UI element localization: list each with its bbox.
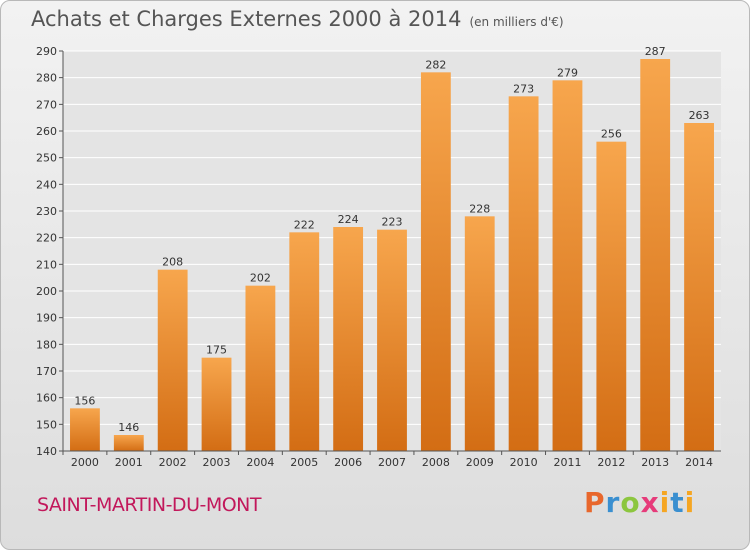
bar-2010 <box>508 96 539 451</box>
y-tick-label: 270 <box>36 98 57 111</box>
y-tick-label: 150 <box>36 418 57 431</box>
x-tick-label: 2002 <box>159 456 187 469</box>
x-tick-label: 2012 <box>597 456 625 469</box>
bar-2004 <box>245 285 276 451</box>
data-label-2008: 282 <box>425 58 446 71</box>
y-tick-label: 280 <box>36 72 57 85</box>
x-tick-label: 2009 <box>466 456 494 469</box>
bar-2008 <box>420 72 451 451</box>
commune-name: SAINT-MARTIN-DU-MONT <box>37 494 262 516</box>
bar-2007 <box>377 229 407 451</box>
bar-2014 <box>684 123 714 451</box>
data-label-2003: 175 <box>206 344 227 357</box>
y-tick-label: 170 <box>36 365 57 378</box>
x-tick-label: 2007 <box>378 456 406 469</box>
bar-2012 <box>596 141 627 451</box>
y-tick-label: 290 <box>36 45 57 58</box>
data-label-2005: 222 <box>294 218 315 231</box>
y-tick-label: 190 <box>36 312 57 325</box>
x-tick-label: 2003 <box>203 456 231 469</box>
x-tick-label: 2008 <box>422 456 450 469</box>
unit-text: (en milliers d'€) <box>469 15 564 29</box>
data-label-2006: 224 <box>338 213 359 226</box>
data-label-2007: 223 <box>382 216 403 229</box>
data-label-2001: 146 <box>118 421 139 434</box>
bar-2013 <box>640 59 671 451</box>
data-label-2000: 156 <box>74 394 95 407</box>
data-label-2011: 279 <box>557 66 578 79</box>
y-tick-label: 250 <box>36 152 57 165</box>
data-label-2002: 208 <box>162 256 183 269</box>
x-tick-label: 2011 <box>553 456 581 469</box>
data-label-2012: 256 <box>601 128 622 141</box>
data-label-2013: 287 <box>645 45 666 58</box>
title-text: Achats et Charges Externes 2000 à 2014 <box>31 7 462 31</box>
y-tick-label: 220 <box>36 232 57 245</box>
y-tick-label: 200 <box>36 285 57 298</box>
bar-2005 <box>289 232 320 451</box>
y-tick-label: 260 <box>36 125 57 138</box>
x-tick-label: 2013 <box>641 456 669 469</box>
y-tick-label: 240 <box>36 178 57 191</box>
x-tick-label: 2005 <box>290 456 318 469</box>
x-tick-label: 2000 <box>71 456 99 469</box>
bar-2001 <box>113 435 144 451</box>
data-label-2010: 273 <box>513 82 534 95</box>
y-tick-label: 140 <box>36 445 57 458</box>
data-label-2014: 263 <box>689 109 710 122</box>
data-label-2004: 202 <box>250 272 271 285</box>
bar-2000 <box>70 408 100 451</box>
bar-2006 <box>333 227 364 451</box>
bar-2011 <box>552 80 583 451</box>
y-tick-label: 160 <box>36 392 57 405</box>
y-tick-label: 210 <box>36 258 57 271</box>
x-tick-label: 2010 <box>510 456 538 469</box>
x-tick-label: 2014 <box>685 456 713 469</box>
bar-2009 <box>464 216 495 451</box>
proxiti-logo: Proxiti <box>584 486 696 519</box>
chart-title: Achats et Charges Externes 2000 à 2014 (e… <box>31 7 564 31</box>
y-tick-label: 230 <box>36 205 57 218</box>
data-label-2009: 228 <box>469 202 490 215</box>
x-tick-label: 2004 <box>246 456 274 469</box>
x-tick-label: 2006 <box>334 456 362 469</box>
bar-2002 <box>157 269 188 451</box>
x-tick-label: 2001 <box>115 456 143 469</box>
bar-2003 <box>201 357 232 451</box>
y-tick-label: 180 <box>36 338 57 351</box>
